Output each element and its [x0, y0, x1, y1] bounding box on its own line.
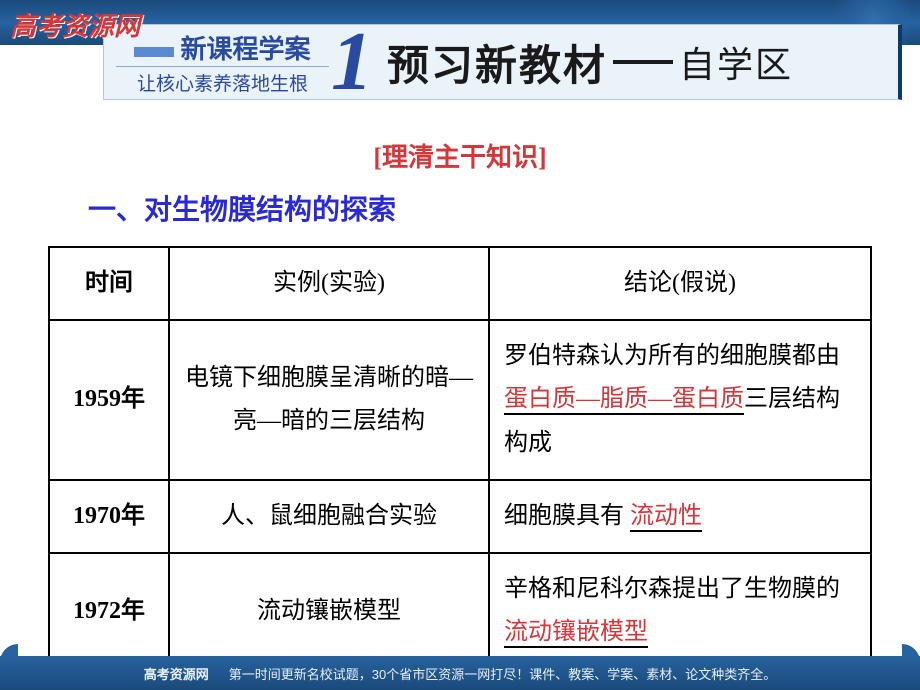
col-header-experiment: 实例(实验) — [169, 247, 489, 320]
footer-text: 第一时间更新名校试题，30个省市区资源一网打尽！课件、教案、学案、素材、论文种类… — [229, 664, 776, 683]
knowledge-table: 时间 实例(实验) 结论(假说) 1959年 电镜下细胞膜呈清晰的暗—亮—暗的三… — [48, 246, 872, 670]
col-header-conclusion: 结论(假说) — [489, 247, 871, 320]
fill-blank: 蛋白质—脂质—蛋白质 — [504, 386, 744, 415]
section-title: 一、对生物膜结构的探索 — [88, 188, 872, 228]
cell-conclusion: 罗伯特森认为所有的细胞膜都由蛋白质—脂质—蛋白质三层结构构成 — [489, 320, 871, 480]
cell-conclusion: 辛格和尼科尔森提出了生物膜的流动镶嵌模型 — [489, 553, 871, 669]
site-logo: 高考资源网 — [10, 6, 140, 43]
cell-time: 1970年 — [49, 480, 169, 553]
table-header-row: 时间 实例(实验) 结论(假说) — [49, 247, 871, 320]
cell-time: 1959年 — [49, 320, 169, 480]
table-row: 1959年 电镜下细胞膜呈清晰的暗—亮—暗的三层结构 罗伯特森认为所有的细胞膜都… — [49, 320, 871, 480]
cell-conclusion: 细胞膜具有 流动性 — [489, 480, 871, 553]
section-label: [理清主干知识] — [48, 137, 872, 174]
footer-site-name: 高考资源网 — [144, 664, 209, 683]
bottom-frame: 高考资源网 第一时间更新名校试题，30个省市区资源一网打尽！课件、教案、学案、素… — [0, 656, 920, 690]
curriculum-subtitle: 让核心素养落地生根 — [116, 66, 329, 96]
header-title: 预习新教材 自学区 — [387, 32, 793, 93]
col-header-time: 时间 — [49, 247, 169, 320]
header-dash — [613, 60, 673, 64]
header-main-text: 预习新教材 — [387, 32, 607, 93]
fill-blank: 流动镶嵌模型 — [504, 619, 648, 648]
table-row: 1972年 流动镶嵌模型 辛格和尼科尔森提出了生物膜的流动镶嵌模型 — [49, 553, 871, 669]
curriculum-label: 新课程学案 — [116, 29, 329, 66]
cell-time: 1972年 — [49, 553, 169, 669]
section-number: 1 — [331, 24, 373, 100]
table-row: 1970年 人、鼠细胞融合实验 细胞膜具有 流动性 — [49, 480, 871, 553]
lesson-header: 新课程学案 让核心素养落地生根 1 预习新教材 自学区 — [103, 24, 902, 100]
cell-experiment: 电镜下细胞膜呈清晰的暗—亮—暗的三层结构 — [169, 320, 489, 480]
header-sub-text: 自学区 — [679, 36, 793, 88]
cell-experiment: 人、鼠细胞融合实验 — [169, 480, 489, 553]
content-area: [理清主干知识] 一、对生物膜结构的探索 时间 实例(实验) 结论(假说) 19… — [0, 105, 920, 670]
fill-blank: 流动性 — [630, 503, 702, 532]
cell-experiment: 流动镶嵌模型 — [169, 553, 489, 669]
